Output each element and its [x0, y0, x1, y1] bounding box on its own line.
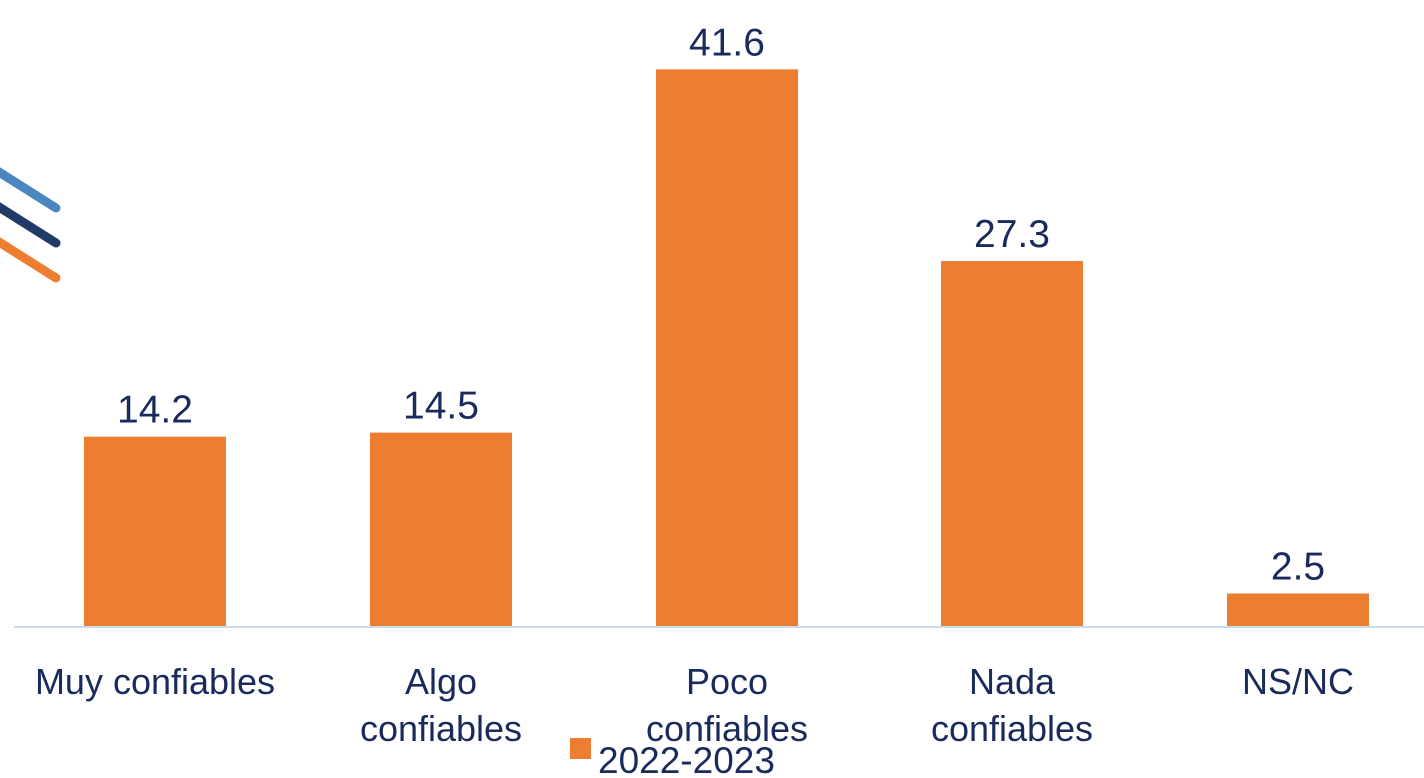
category-tick-label: Nada — [969, 661, 1056, 702]
bar — [370, 432, 512, 627]
bars-group — [84, 69, 1369, 628]
category-tick-label: confiables — [360, 708, 522, 749]
category-tick-label: Muy confiables — [35, 661, 275, 702]
bar — [84, 436, 226, 627]
legend: 2022-2023 — [570, 738, 775, 778]
bar — [941, 261, 1083, 627]
logo-stripe — [0, 202, 61, 248]
legend-series-label: 2022-2023 — [598, 740, 775, 778]
category-tick-label: Algo — [405, 661, 477, 702]
category-tick-label: confiables — [646, 708, 808, 749]
logo-stripe — [0, 167, 61, 213]
value-labels-group: 14.2 14.5 41.6 27.3 2.5 — [117, 21, 1325, 588]
bar-value-label: 41.6 — [689, 21, 765, 64]
legend-swatch — [570, 738, 591, 759]
bar — [1227, 593, 1369, 627]
bar-value-label: 27.3 — [974, 213, 1050, 256]
bar-value-label: 2.5 — [1271, 545, 1325, 588]
bar-value-label: 14.2 — [117, 389, 193, 432]
logo-stripes — [0, 167, 61, 283]
category-tick-label: NS/NC — [1242, 661, 1354, 702]
category-tick-label: Poco — [686, 661, 768, 702]
bar-value-label: 14.5 — [403, 385, 479, 428]
category-labels-group: Muy confiables Algo confiables Poco confiabl… — [35, 661, 1354, 749]
bar — [656, 69, 798, 628]
category-tick-label: confiables — [931, 708, 1093, 749]
logo-stripe — [0, 237, 61, 283]
